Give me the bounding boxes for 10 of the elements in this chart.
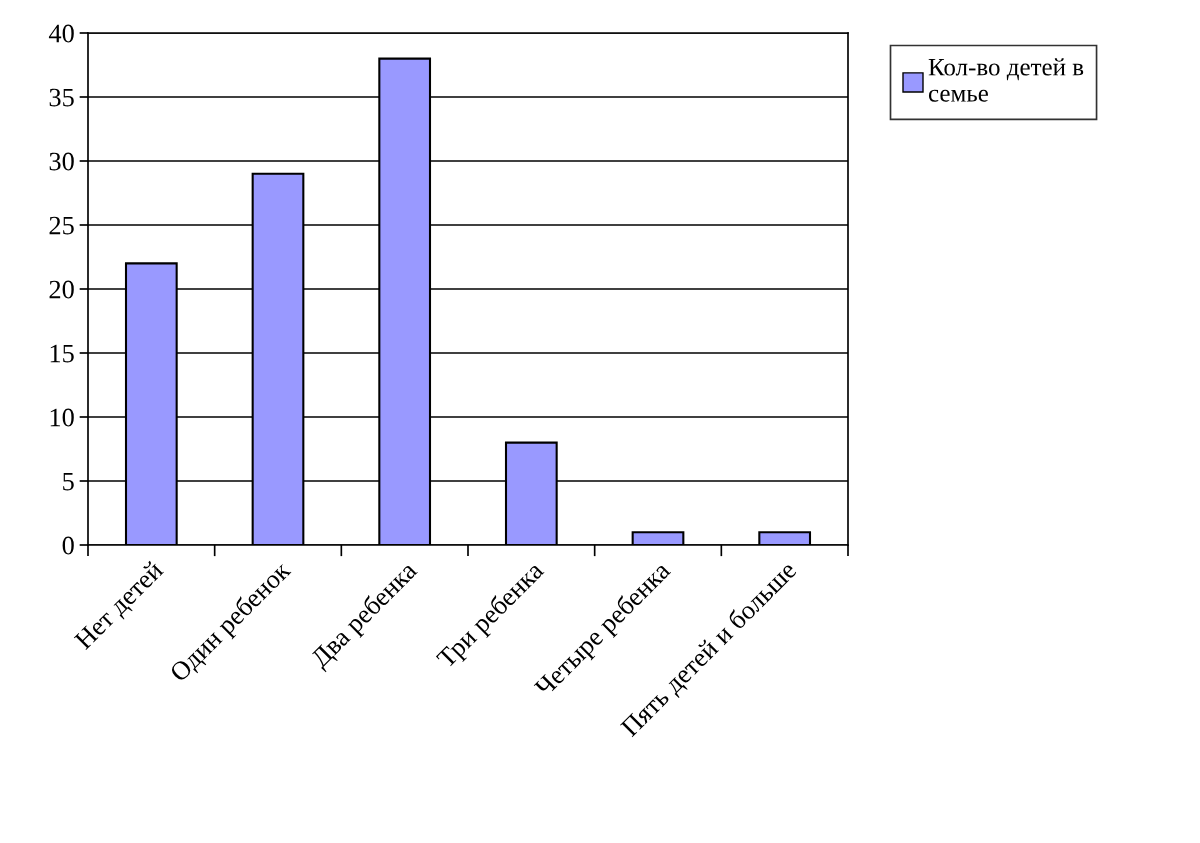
legend-label: Кол-во детей в семье — [928, 58, 1084, 102]
y-tick-label: 30 — [49, 152, 74, 171]
y-tick-label: 35 — [49, 88, 74, 107]
y-tick-label: 5 — [63, 472, 74, 491]
y-tick-label: 40 — [48, 24, 74, 43]
y-tick-label: 15 — [50, 344, 74, 363]
y-tick-label: 20 — [49, 280, 74, 299]
y-tick-label: 0 — [62, 536, 74, 555]
y-tick-label: 10 — [50, 408, 74, 427]
y-tick-label: 25 — [49, 216, 74, 235]
